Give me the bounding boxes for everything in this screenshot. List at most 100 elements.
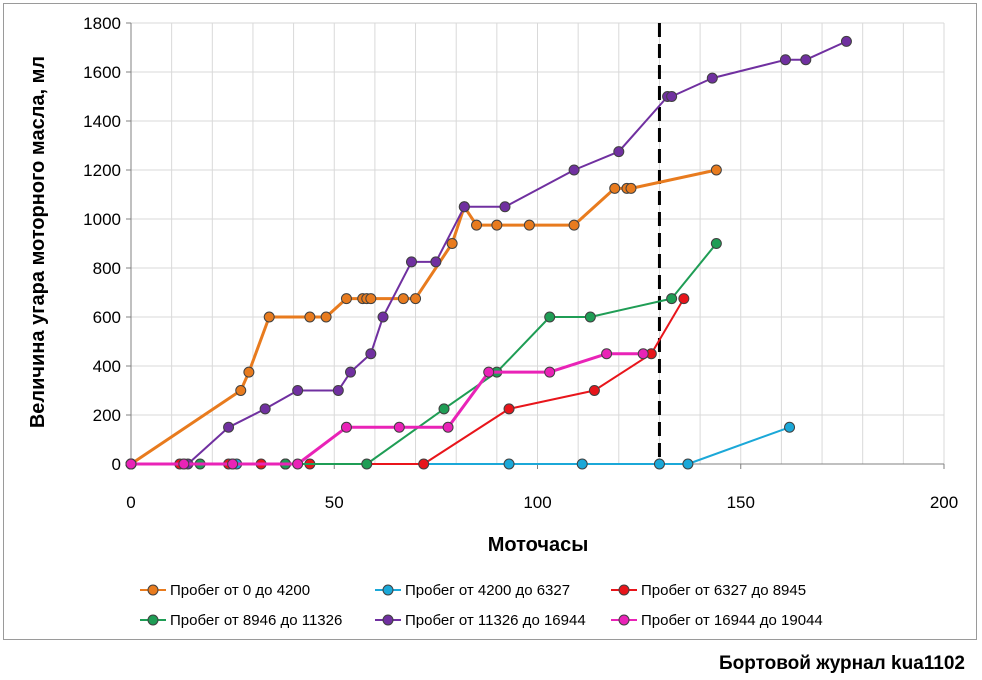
data-point <box>625 182 637 194</box>
y-tick-label: 800 <box>93 259 121 278</box>
data-point <box>523 219 535 231</box>
legend-item: Пробег от 8946 до 11326 <box>140 612 342 629</box>
data-point <box>710 164 722 176</box>
legend-swatch-marker <box>147 584 159 596</box>
data-point <box>503 403 515 415</box>
data-point <box>653 458 665 470</box>
data-point <box>637 348 649 360</box>
legend-label: Пробег от 16944 до 19044 <box>641 612 823 629</box>
y-tick-label: 1200 <box>83 161 121 180</box>
data-point <box>499 201 511 213</box>
legend-swatch-marker <box>618 614 630 626</box>
series-line <box>130 168 717 466</box>
y-tick-label: 600 <box>93 308 121 327</box>
y-tick-label: 0 <box>112 455 121 474</box>
data-point <box>840 35 852 47</box>
legend: Пробег от 0 до 4200 Пробег от 4200 до 632… <box>140 582 823 629</box>
data-point <box>779 54 791 66</box>
series-line <box>131 40 847 465</box>
legend-item: Пробег от 0 до 4200 <box>140 582 310 599</box>
legend-item: Пробег от 6327 до 8945 <box>611 582 806 599</box>
watermark-caption: Бортовой журнал kua1102 <box>718 653 965 674</box>
chart-svg: 0 200 400 600 800 1000 1200 1400 1600 1800 0 50 100 1… <box>27 14 958 629</box>
data-point <box>584 311 596 323</box>
data-point <box>678 293 690 305</box>
data-point <box>178 458 190 470</box>
x-tick-label: 200 <box>930 493 958 512</box>
data-point <box>365 348 377 360</box>
data-point <box>666 91 678 102</box>
data-point <box>784 421 796 433</box>
legend-swatch-marker <box>147 614 159 626</box>
series-layer <box>125 35 852 470</box>
data-point <box>609 182 621 194</box>
x-tick-label: 100 <box>523 493 551 512</box>
chart-frame: 0 200 400 600 800 1000 1200 1400 1600 1800 0 50 100 1… <box>3 3 977 640</box>
data-point <box>568 219 580 231</box>
series-line <box>131 352 644 466</box>
data-point <box>361 458 373 470</box>
legend-label: Пробег от 4200 до 6327 <box>405 582 570 599</box>
legend-swatch-marker <box>382 614 394 626</box>
data-point <box>706 72 718 84</box>
data-point <box>263 311 275 323</box>
grid-layer <box>131 22 945 464</box>
data-point <box>438 403 450 415</box>
data-point <box>292 385 304 396</box>
series-5 <box>125 35 852 470</box>
data-point <box>568 164 580 176</box>
data-point <box>340 421 352 433</box>
data-point <box>446 238 458 249</box>
legend-item: Пробег от 11326 до 16944 <box>375 612 586 629</box>
x-tick-label: 50 <box>325 493 344 512</box>
data-point <box>243 366 255 378</box>
data-point <box>235 385 247 396</box>
data-point <box>503 458 515 470</box>
data-point <box>430 256 442 268</box>
data-point <box>710 238 722 249</box>
data-point <box>393 421 405 433</box>
tick-label-layer: 0 200 400 600 800 1000 1200 1400 1600 1800 0 50 100 1… <box>83 14 958 512</box>
data-point <box>601 348 613 360</box>
legend-swatch-marker <box>382 584 394 596</box>
legend-item: Пробег от 4200 до 6327 <box>375 582 570 599</box>
data-point <box>405 256 417 268</box>
y-tick-label: 1400 <box>83 112 121 131</box>
data-point <box>259 403 271 415</box>
x-axis-title: Моточасы <box>488 534 589 556</box>
data-point <box>544 311 556 323</box>
data-point <box>397 293 409 305</box>
data-point <box>471 219 483 231</box>
data-point <box>666 293 678 305</box>
data-point <box>483 366 495 378</box>
x-tick-label: 0 <box>126 493 135 512</box>
series-6 <box>125 348 649 470</box>
data-point <box>418 458 430 470</box>
y-tick-label: 400 <box>93 357 121 376</box>
data-point <box>588 385 600 396</box>
data-point <box>304 311 316 323</box>
data-point <box>377 311 389 323</box>
legend-item: Пробег от 16944 до 19044 <box>611 612 823 629</box>
series-line <box>131 426 790 465</box>
legend-label: Пробег от 11326 до 16944 <box>405 612 586 629</box>
y-tick-label: 1800 <box>83 14 121 33</box>
data-point <box>576 458 588 470</box>
data-point <box>544 366 556 378</box>
data-point <box>292 458 304 470</box>
data-point <box>345 366 357 378</box>
data-point <box>223 421 235 433</box>
legend-label: Пробег от 0 до 4200 <box>170 582 310 599</box>
legend-label: Пробег от 8946 до 11326 <box>170 612 342 629</box>
data-point <box>491 219 503 231</box>
data-point <box>410 293 422 305</box>
series-line <box>131 298 685 465</box>
y-tick-label: 200 <box>93 406 121 425</box>
data-point <box>458 201 470 213</box>
axis-layer <box>126 22 945 469</box>
data-point <box>613 146 625 158</box>
y-tick-label: 1000 <box>83 210 121 229</box>
data-point <box>682 458 694 470</box>
x-tick-label: 150 <box>727 493 755 512</box>
legend-label: Пробег от 6327 до 8945 <box>641 582 806 599</box>
